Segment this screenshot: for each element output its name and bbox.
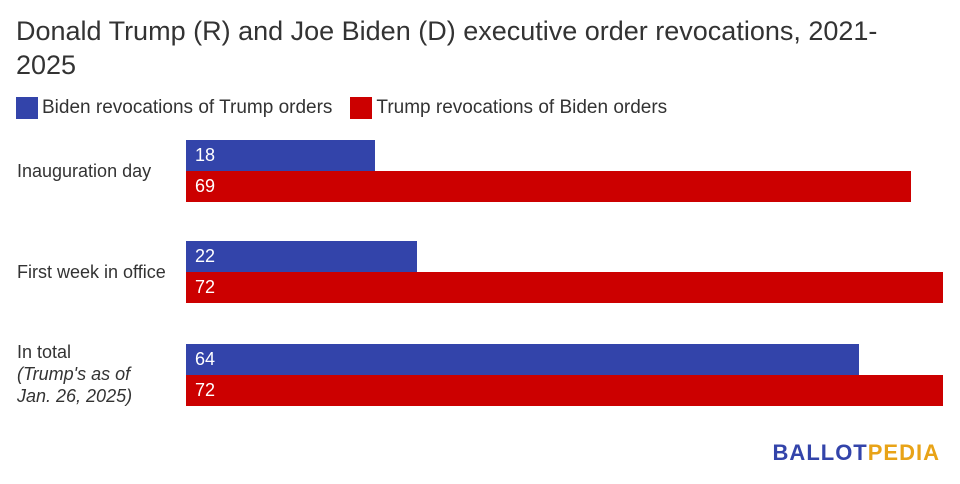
bar-biden <box>186 140 376 171</box>
category-name: Inauguration day <box>17 161 152 181</box>
legend-swatch-trump <box>350 97 373 119</box>
bar-value-label: 72 <box>195 380 216 400</box>
legend: Biden revocations of Trump orders Trump … <box>16 96 685 120</box>
bar-value-label: 69 <box>195 176 216 196</box>
logo-part-ballot: BALLOT <box>772 440 868 465</box>
bar-value-label: 72 <box>195 277 216 297</box>
legend-label-trump: Trump revocations of Biden orders <box>376 97 668 118</box>
logo-part-pedia: PEDIA <box>867 440 940 465</box>
category-name: First week in office <box>17 262 166 282</box>
bar-value-label: 18 <box>195 145 216 165</box>
bar-biden <box>186 241 418 272</box>
bar-value-label: 22 <box>195 246 216 266</box>
category-name: In total <box>17 342 72 362</box>
bar-trump <box>186 272 943 303</box>
bar-biden <box>186 344 859 375</box>
chart-title: Donald Trump (R) and Joe Biden (D) execu… <box>16 16 878 80</box>
legend-item-trump: Trump revocations of Biden orders <box>350 97 667 119</box>
category-note: (Trump's as of Jan. 26, 2025) <box>17 364 133 406</box>
bar-trump <box>186 171 912 202</box>
bar-trump <box>186 375 943 406</box>
bar-value-label: 64 <box>195 349 216 369</box>
category-label: In total (Trump's as of Jan. 26, 2025) <box>17 341 132 407</box>
legend-swatch-biden <box>16 97 38 119</box>
category-label: First week in office <box>17 261 166 283</box>
category-label: Inauguration day <box>17 160 151 182</box>
legend-item-biden: Biden revocations of Trump orders <box>16 97 332 119</box>
ballotpedia-logo: BALLOTPEDIA <box>773 440 940 466</box>
legend-label-biden: Biden revocations of Trump orders <box>42 97 333 118</box>
